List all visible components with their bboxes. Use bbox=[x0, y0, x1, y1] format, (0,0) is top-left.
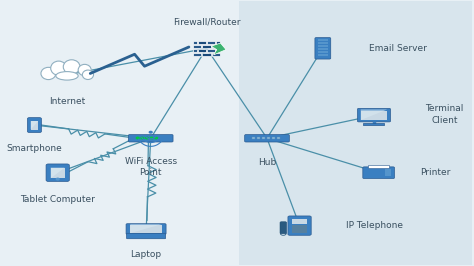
FancyBboxPatch shape bbox=[193, 53, 201, 56]
Text: Tablet Computer: Tablet Computer bbox=[20, 195, 95, 204]
FancyBboxPatch shape bbox=[280, 222, 287, 234]
FancyBboxPatch shape bbox=[127, 233, 165, 239]
Text: Hub: Hub bbox=[258, 158, 276, 167]
FancyBboxPatch shape bbox=[130, 225, 162, 233]
Text: WiFi Access
Point: WiFi Access Point bbox=[125, 157, 177, 177]
Ellipse shape bbox=[51, 61, 66, 75]
Circle shape bbox=[146, 137, 148, 139]
Polygon shape bbox=[211, 43, 226, 55]
FancyBboxPatch shape bbox=[318, 51, 328, 53]
Ellipse shape bbox=[78, 64, 91, 76]
FancyBboxPatch shape bbox=[361, 110, 387, 120]
Ellipse shape bbox=[56, 72, 78, 80]
FancyBboxPatch shape bbox=[368, 165, 389, 168]
FancyBboxPatch shape bbox=[277, 138, 281, 139]
FancyBboxPatch shape bbox=[363, 167, 394, 178]
FancyBboxPatch shape bbox=[198, 41, 206, 44]
Polygon shape bbox=[361, 109, 387, 120]
FancyBboxPatch shape bbox=[385, 169, 391, 176]
Polygon shape bbox=[31, 121, 38, 130]
Polygon shape bbox=[130, 224, 162, 233]
FancyBboxPatch shape bbox=[31, 121, 38, 130]
Circle shape bbox=[141, 137, 144, 139]
Circle shape bbox=[137, 137, 139, 139]
Text: IP Telephone: IP Telephone bbox=[346, 221, 403, 230]
Text: Printer: Printer bbox=[420, 168, 451, 177]
FancyBboxPatch shape bbox=[46, 164, 69, 181]
Circle shape bbox=[150, 137, 153, 139]
FancyBboxPatch shape bbox=[216, 41, 220, 44]
Text: Terminal
Client: Terminal Client bbox=[425, 105, 464, 124]
FancyBboxPatch shape bbox=[315, 38, 331, 59]
FancyBboxPatch shape bbox=[128, 135, 173, 142]
FancyBboxPatch shape bbox=[126, 224, 166, 234]
Polygon shape bbox=[51, 168, 64, 178]
FancyBboxPatch shape bbox=[318, 45, 328, 47]
FancyBboxPatch shape bbox=[318, 39, 328, 41]
FancyBboxPatch shape bbox=[193, 45, 201, 48]
FancyBboxPatch shape bbox=[292, 225, 308, 233]
FancyBboxPatch shape bbox=[357, 108, 391, 122]
FancyBboxPatch shape bbox=[207, 41, 215, 44]
Ellipse shape bbox=[63, 60, 80, 74]
FancyBboxPatch shape bbox=[212, 53, 220, 56]
Circle shape bbox=[149, 131, 152, 133]
FancyBboxPatch shape bbox=[318, 48, 328, 50]
FancyBboxPatch shape bbox=[51, 168, 64, 178]
Ellipse shape bbox=[41, 67, 56, 80]
FancyBboxPatch shape bbox=[318, 42, 328, 44]
FancyBboxPatch shape bbox=[239, 1, 472, 265]
FancyBboxPatch shape bbox=[193, 41, 197, 44]
Text: Email Server: Email Server bbox=[369, 44, 427, 53]
FancyBboxPatch shape bbox=[245, 135, 289, 142]
FancyBboxPatch shape bbox=[288, 216, 311, 235]
FancyBboxPatch shape bbox=[193, 49, 197, 52]
FancyBboxPatch shape bbox=[212, 45, 220, 48]
Text: Smartphone: Smartphone bbox=[7, 144, 62, 153]
Text: Firewall/Router: Firewall/Router bbox=[173, 17, 240, 26]
Ellipse shape bbox=[82, 70, 93, 80]
FancyBboxPatch shape bbox=[257, 138, 260, 139]
Circle shape bbox=[155, 137, 158, 139]
FancyBboxPatch shape bbox=[216, 49, 220, 52]
FancyBboxPatch shape bbox=[292, 219, 308, 224]
FancyBboxPatch shape bbox=[272, 138, 275, 139]
FancyBboxPatch shape bbox=[207, 49, 215, 52]
FancyBboxPatch shape bbox=[202, 45, 211, 48]
Circle shape bbox=[56, 178, 59, 180]
FancyBboxPatch shape bbox=[27, 118, 41, 132]
FancyBboxPatch shape bbox=[202, 53, 211, 56]
FancyBboxPatch shape bbox=[262, 138, 265, 139]
Text: Laptop: Laptop bbox=[130, 250, 162, 259]
FancyBboxPatch shape bbox=[267, 138, 270, 139]
FancyBboxPatch shape bbox=[252, 138, 255, 139]
Text: Internet: Internet bbox=[49, 97, 85, 106]
FancyBboxPatch shape bbox=[364, 123, 384, 126]
FancyBboxPatch shape bbox=[318, 54, 328, 56]
FancyBboxPatch shape bbox=[198, 49, 206, 52]
